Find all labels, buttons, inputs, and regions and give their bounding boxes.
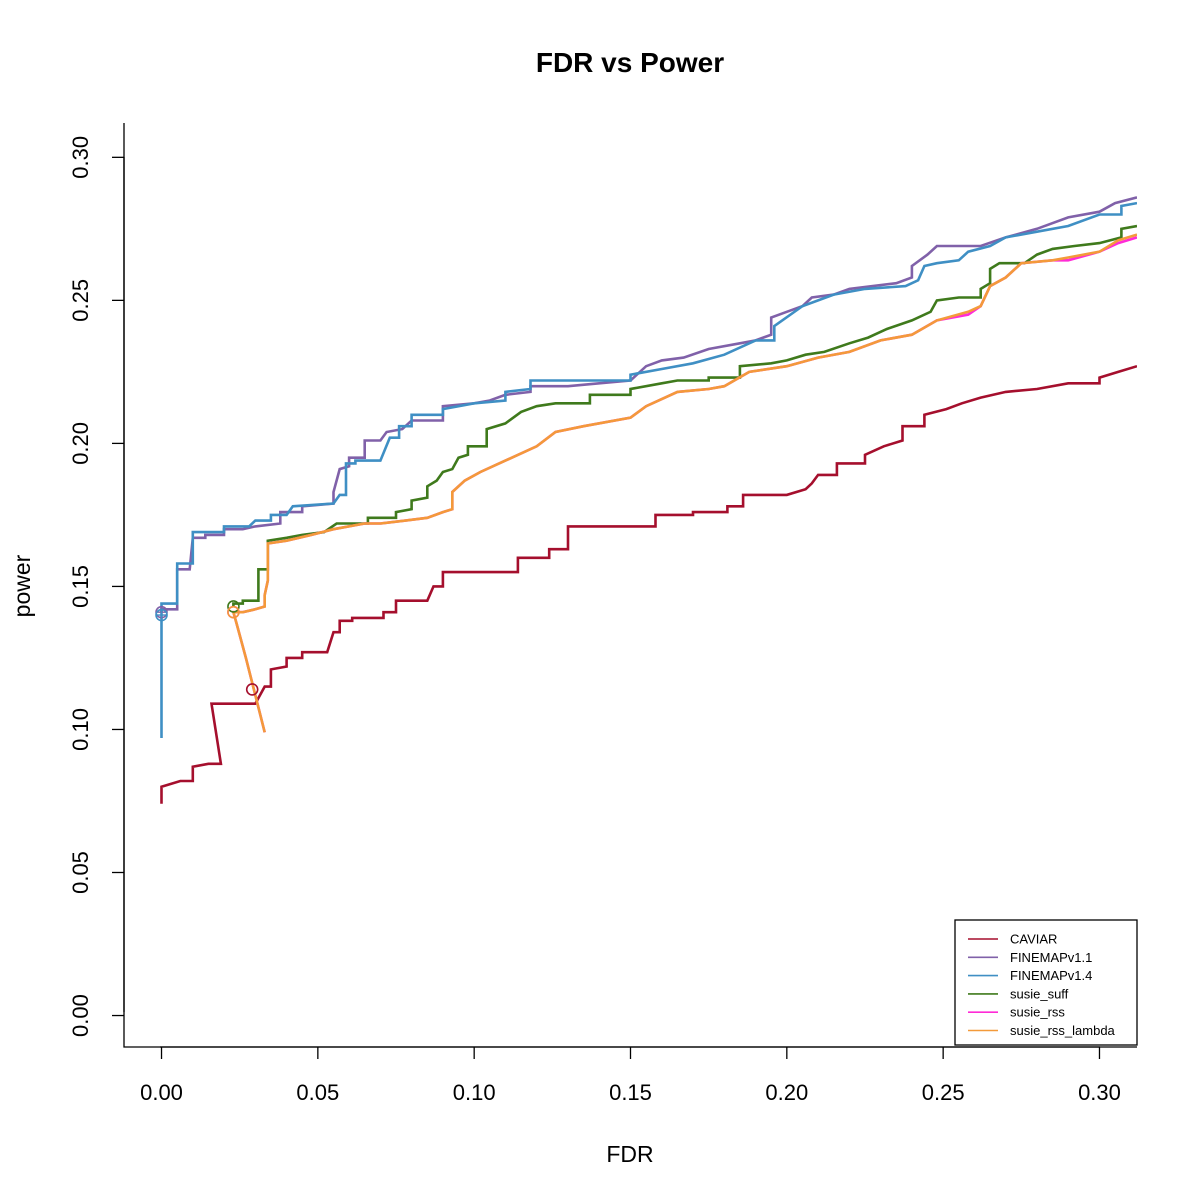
- legend-box: [954, 919, 1138, 1046]
- series-layer: [160, 196, 1137, 804]
- y-tick-label: 0.30: [68, 136, 93, 179]
- series-marker-susie-rss-lambda: [227, 605, 240, 619]
- series-line-finemapv1-4: [160, 201, 1137, 738]
- series-marker-susie-suff: [227, 600, 240, 613]
- series-line-finemapv1-1: [160, 196, 1137, 613]
- x-tick-label: 0.05: [296, 1080, 339, 1105]
- series-line-susie-suff: [232, 224, 1137, 607]
- plot-area: [124, 123, 1137, 1047]
- y-tick-label: 0.20: [68, 422, 93, 465]
- x-axis-title: FDR: [606, 1141, 653, 1167]
- y-tick-label: 0.10: [68, 708, 93, 751]
- legend: CAVIAR FINEMAPv1.1 FINEMAPv1.4 susie_suffsu…: [954, 919, 1138, 1046]
- legend-label: susie_rss: [1010, 1005, 1065, 1020]
- y-axis-title: power: [9, 554, 35, 617]
- legend-label: susie_rss_lambda: [1010, 1023, 1116, 1038]
- x-tick-label: 0.00: [140, 1080, 183, 1105]
- y-tick-label: 0.15: [68, 565, 93, 608]
- series-line-caviar: [160, 364, 1137, 804]
- series-line-susie-rss-lambda: [231, 233, 1137, 733]
- x-tick-label: 0.20: [765, 1080, 808, 1105]
- legend-label: susie_suff: [1010, 986, 1069, 1001]
- series-line-susie-rss: [231, 236, 1137, 733]
- x-tick-label: 0.25: [922, 1080, 965, 1105]
- x-tick-label: 0.10: [453, 1080, 496, 1105]
- y-tick-label: 0.25: [68, 279, 93, 322]
- marker-layer: [155, 600, 259, 696]
- x-tick-label: 0.15: [609, 1080, 652, 1105]
- legend-label: FINEMAPv1.1: [1010, 950, 1092, 965]
- y-tick-label: 0.05: [68, 851, 93, 894]
- legend-label: CAVIAR: [1010, 932, 1057, 947]
- legend-items: CAVIAR FINEMAPv1.1 FINEMAPv1.4 susie_suffsu…: [968, 932, 1116, 1038]
- plot-frame: [123, 123, 1137, 1048]
- y-axis-ticks: 0.00 0.05 0.10 0.15 0.20 0.25 0.30: [68, 136, 124, 1037]
- legend-label: FINEMAPv1.4: [1010, 968, 1092, 983]
- y-tick-label: 0.00: [68, 994, 93, 1037]
- chart-title: FDR vs Power: [536, 47, 724, 78]
- series-marker-caviar: [245, 683, 259, 696]
- x-tick-label: 0.30: [1078, 1080, 1121, 1105]
- x-axis-ticks: 0.00 0.05 0.10 0.15 0.20 0.25 0.30: [140, 1047, 1121, 1105]
